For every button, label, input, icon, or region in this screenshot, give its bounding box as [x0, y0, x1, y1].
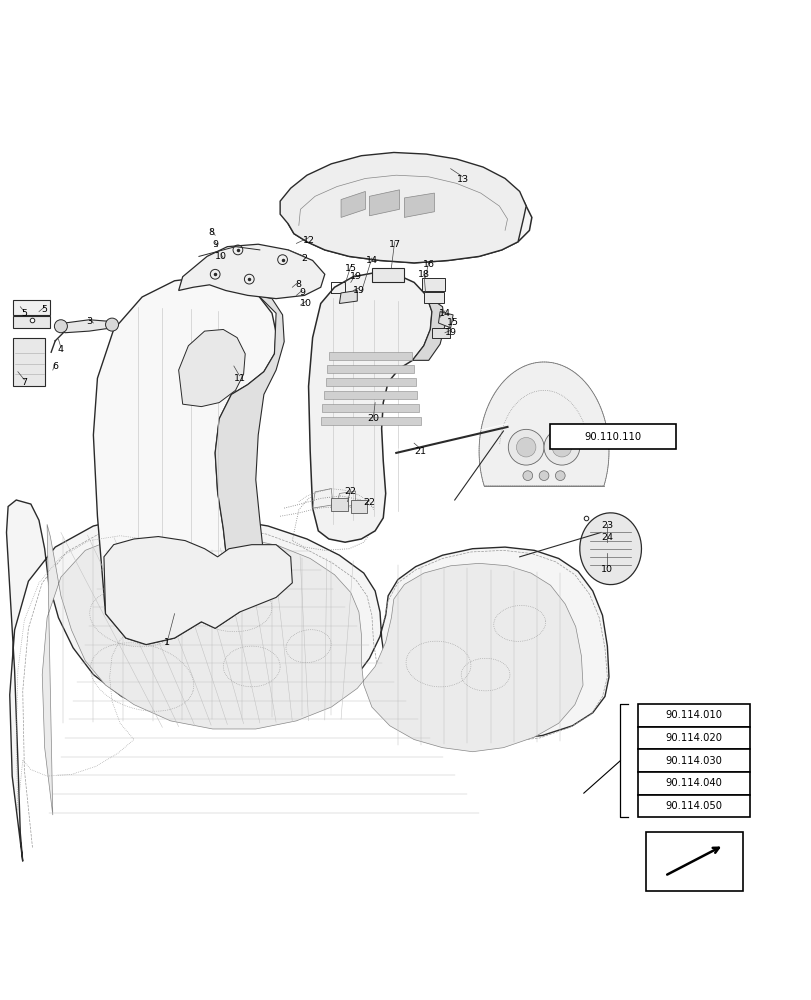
- Bar: [13, 300, 49, 315]
- Text: 15: 15: [345, 264, 356, 273]
- Text: 4: 4: [58, 345, 64, 354]
- Polygon shape: [369, 190, 399, 216]
- Polygon shape: [438, 312, 453, 328]
- Text: 10: 10: [215, 252, 226, 261]
- Polygon shape: [280, 152, 526, 263]
- Bar: [637, 749, 749, 772]
- Text: 10: 10: [601, 565, 612, 574]
- Text: 9: 9: [298, 288, 305, 297]
- Text: 21: 21: [414, 447, 426, 456]
- Bar: [637, 727, 749, 749]
- Text: 90.110.110: 90.110.110: [584, 432, 641, 442]
- Text: 2: 2: [301, 254, 307, 263]
- Polygon shape: [308, 273, 431, 542]
- Text: 3: 3: [86, 317, 92, 326]
- Polygon shape: [339, 291, 357, 303]
- Text: 5: 5: [41, 305, 48, 314]
- Polygon shape: [412, 295, 444, 360]
- Bar: [350, 500, 367, 513]
- Polygon shape: [178, 329, 245, 407]
- Polygon shape: [6, 500, 608, 861]
- Polygon shape: [42, 524, 582, 815]
- Text: 15: 15: [447, 318, 458, 327]
- Text: 17: 17: [388, 240, 400, 249]
- Text: 90.114.020: 90.114.020: [665, 733, 722, 743]
- Circle shape: [555, 471, 564, 481]
- Polygon shape: [327, 365, 414, 373]
- Circle shape: [539, 471, 548, 481]
- Text: 23: 23: [601, 521, 612, 530]
- Text: 7: 7: [21, 378, 28, 387]
- Circle shape: [508, 429, 543, 465]
- Bar: [645, 832, 742, 891]
- Polygon shape: [341, 191, 365, 217]
- Polygon shape: [104, 537, 292, 645]
- Text: 6: 6: [52, 362, 58, 371]
- Text: 1: 1: [163, 638, 169, 647]
- Bar: [331, 498, 347, 511]
- Polygon shape: [93, 277, 276, 645]
- Polygon shape: [324, 391, 417, 399]
- Text: 24: 24: [601, 533, 612, 542]
- Text: 8: 8: [294, 280, 301, 289]
- Circle shape: [105, 318, 118, 331]
- Bar: [422, 278, 444, 291]
- Text: 11: 11: [234, 374, 245, 383]
- Text: 8: 8: [208, 228, 214, 237]
- Text: 10: 10: [300, 299, 311, 308]
- Polygon shape: [322, 404, 418, 412]
- Polygon shape: [288, 163, 531, 263]
- Bar: [13, 316, 49, 328]
- Bar: [431, 328, 449, 338]
- Text: 14: 14: [439, 309, 450, 318]
- Text: 22: 22: [345, 487, 356, 496]
- Bar: [13, 338, 45, 386]
- Text: 19: 19: [444, 328, 456, 337]
- Text: 9: 9: [212, 240, 218, 249]
- Polygon shape: [320, 417, 420, 425]
- Polygon shape: [404, 193, 434, 217]
- Text: 90.114.040: 90.114.040: [665, 778, 722, 788]
- Circle shape: [543, 429, 579, 465]
- Polygon shape: [61, 320, 112, 333]
- Polygon shape: [478, 362, 608, 486]
- Polygon shape: [325, 378, 415, 386]
- Text: 12: 12: [303, 236, 314, 245]
- Polygon shape: [579, 513, 641, 585]
- Circle shape: [516, 437, 535, 457]
- Text: 90.114.030: 90.114.030: [665, 756, 722, 766]
- Bar: [371, 268, 404, 282]
- Text: 19: 19: [353, 286, 364, 295]
- Polygon shape: [201, 295, 284, 628]
- Text: 90.114.050: 90.114.050: [665, 801, 722, 811]
- Text: 5: 5: [21, 309, 28, 318]
- Text: 22: 22: [363, 498, 375, 507]
- Circle shape: [551, 437, 571, 457]
- Text: 20: 20: [367, 414, 379, 423]
- Text: 18: 18: [418, 270, 429, 279]
- Text: 90.114.010: 90.114.010: [665, 710, 722, 720]
- Polygon shape: [328, 352, 412, 360]
- Text: 14: 14: [366, 256, 377, 265]
- Polygon shape: [178, 244, 324, 299]
- Text: 13: 13: [457, 175, 468, 184]
- Bar: [637, 772, 749, 795]
- Bar: [637, 704, 749, 727]
- Circle shape: [54, 320, 67, 333]
- Text: 16: 16: [423, 260, 434, 269]
- Bar: [637, 795, 749, 817]
- Circle shape: [522, 471, 532, 481]
- Text: 19: 19: [350, 272, 361, 281]
- Bar: [550, 424, 675, 449]
- Bar: [423, 292, 444, 303]
